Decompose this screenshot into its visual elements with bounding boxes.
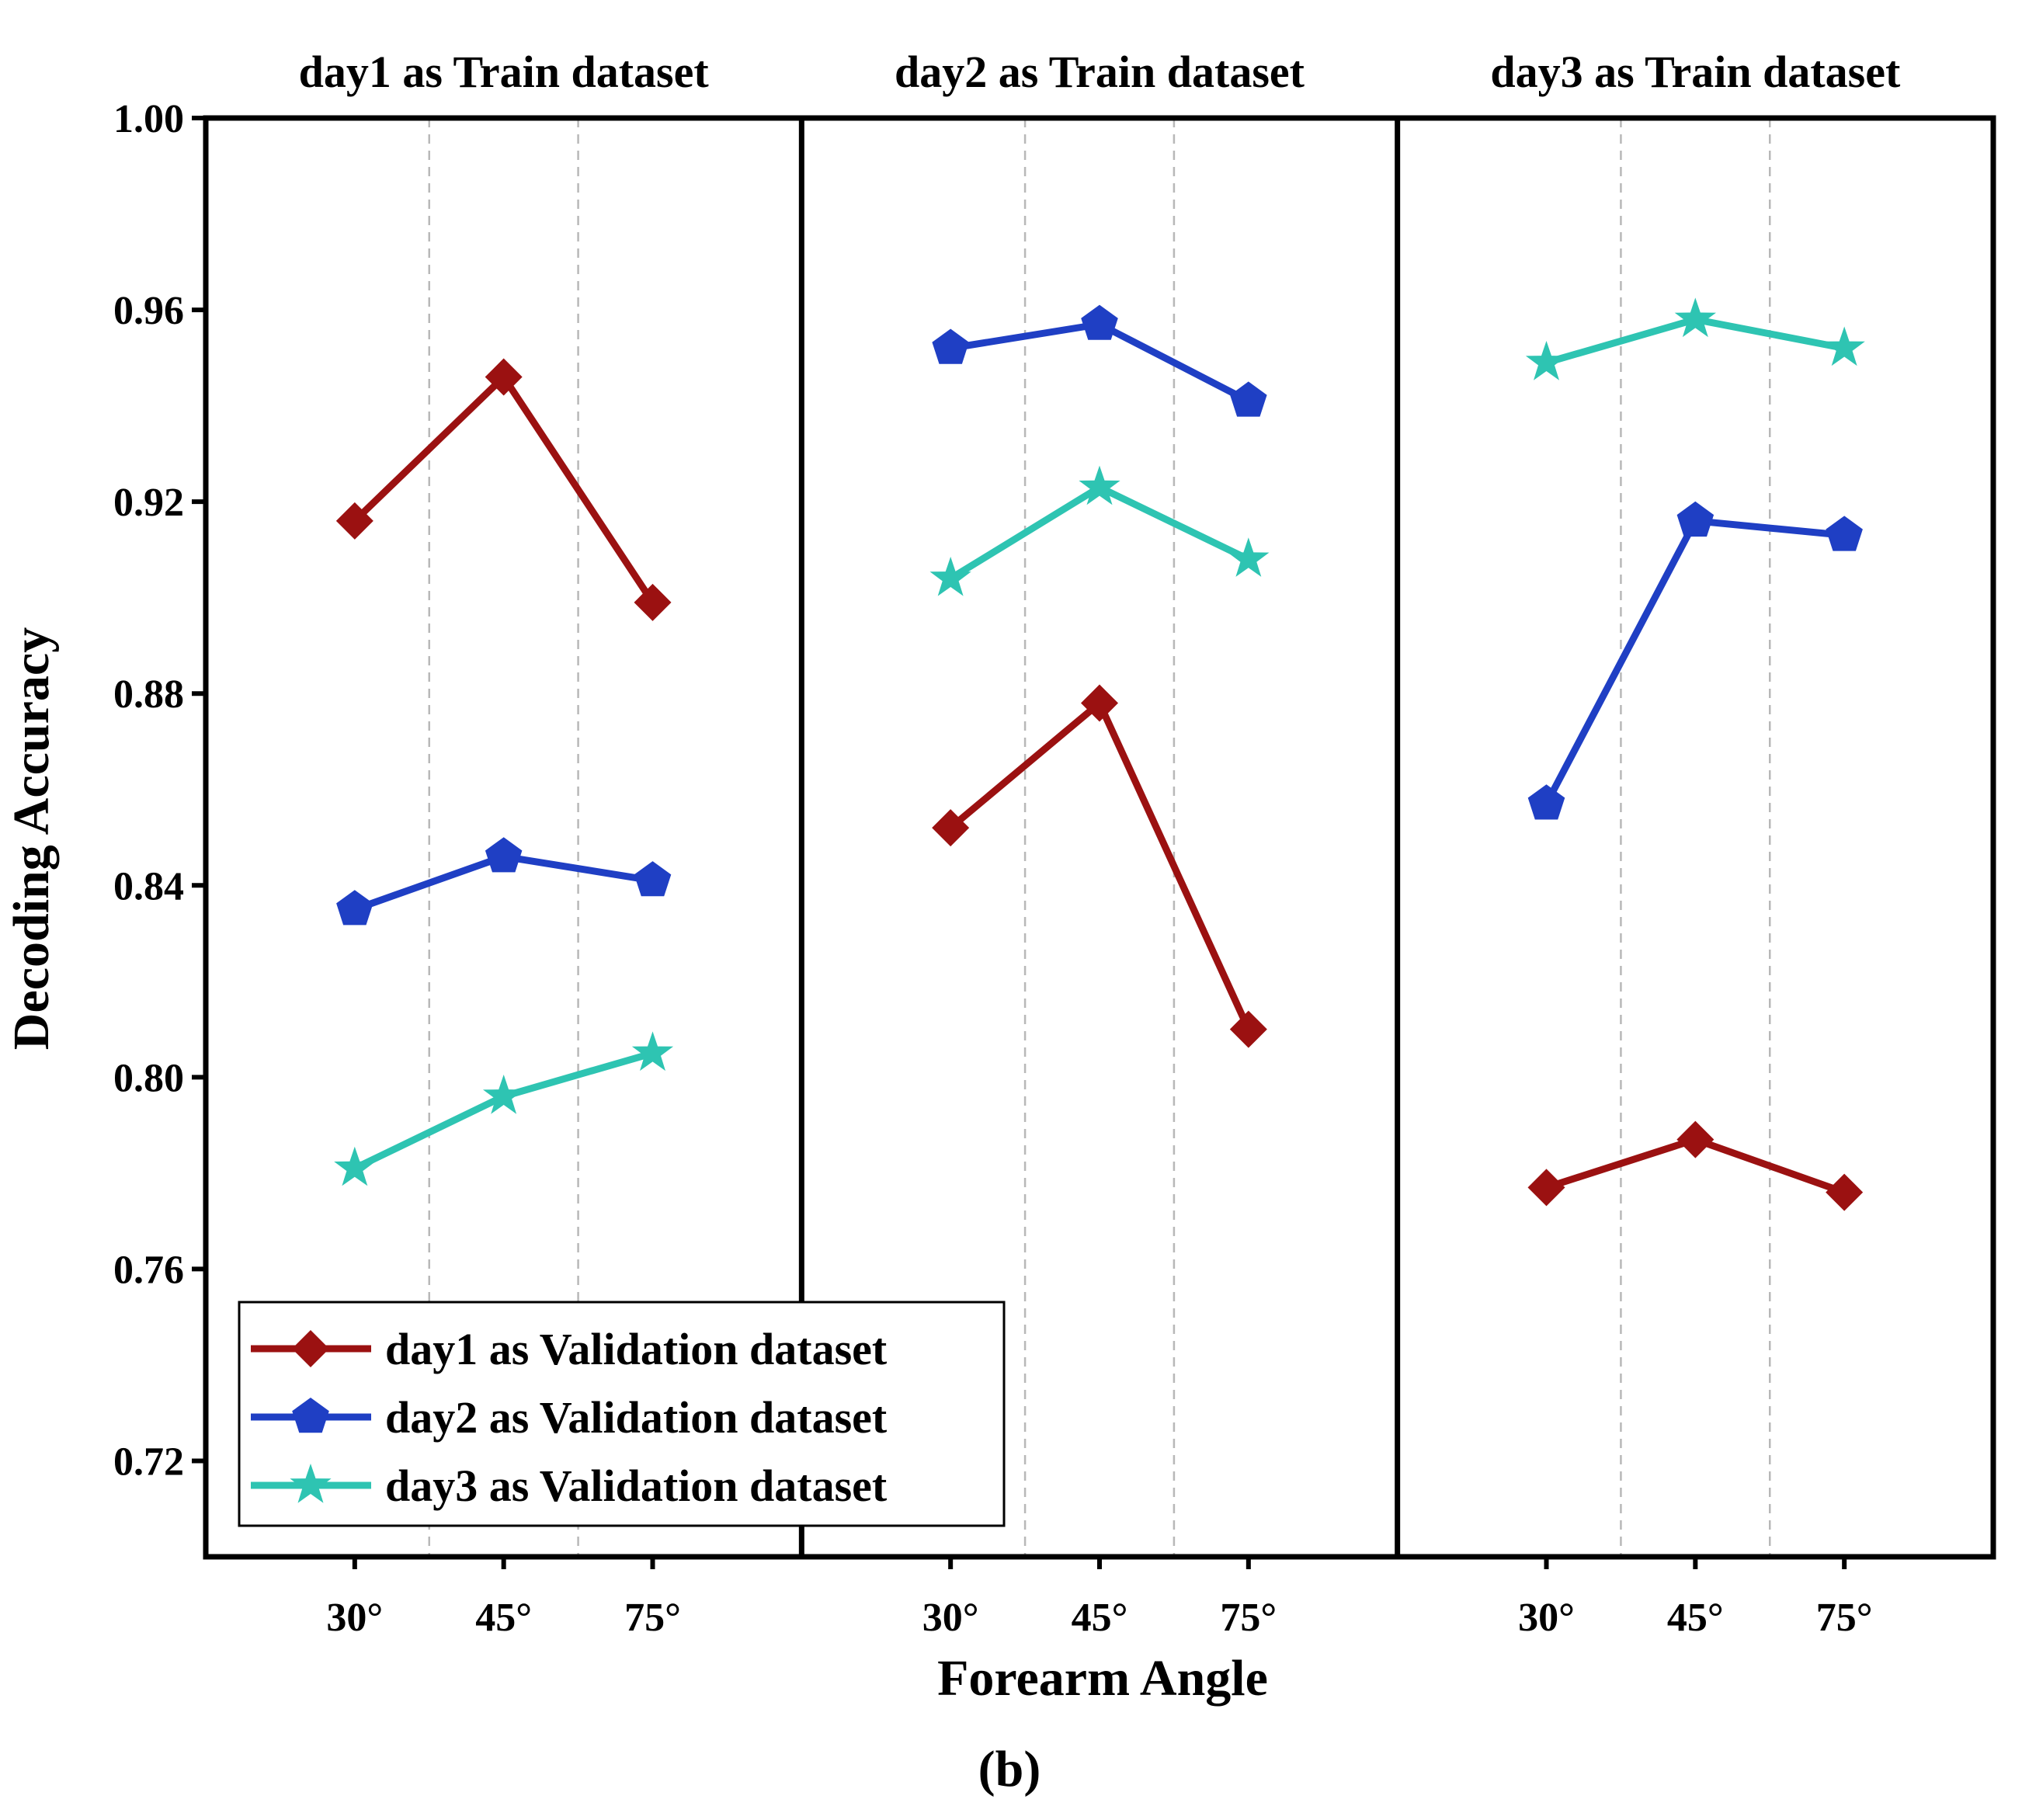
x-tick-label: 30° [1518,1596,1575,1640]
data-point [932,328,969,364]
legend: day1 as Validation dataset day2 as Valida… [238,1301,1006,1527]
panel-title: day1 as Train dataset [299,47,710,97]
series-line [1543,517,1845,806]
x-tick-label: 45° [475,1596,532,1640]
data-point [483,1075,525,1114]
series-line [948,700,1252,1031]
data-point [485,837,523,873]
data-point [932,809,970,847]
x-tick-label: 45° [1667,1596,1724,1640]
legend-label: day3 as Validation dataset [385,1461,888,1511]
y-tick-label: 0.84 [113,864,184,908]
panel-title: day3 as Train dataset [1490,47,1901,97]
data-point [1230,381,1267,417]
series-line [352,373,656,605]
data-point [1081,684,1118,722]
y-tick-label: 0.92 [113,481,184,525]
data-point [929,557,971,596]
x-tick-label: 30° [326,1596,383,1640]
data-point [1081,304,1118,340]
data-point [1826,516,1863,551]
y-tick-label: 0.76 [113,1248,184,1292]
panel-title: day2 as Train dataset [895,47,1305,97]
legend-label: day1 as Validation dataset [385,1324,888,1374]
series-line [948,484,1250,582]
data-point [1823,326,1865,366]
x-tick-label: 30° [922,1596,979,1640]
x-tick-label: 75° [1220,1596,1277,1640]
data-point [485,358,523,396]
data-point [1674,297,1716,338]
data-point [1527,1169,1565,1207]
data-point [336,890,373,926]
series-layer [334,297,1865,1211]
y-tick-label: 0.88 [113,672,184,717]
data-point [1676,501,1715,537]
x-tick-label: 75° [624,1596,681,1640]
y-tick-label: 0.80 [113,1056,184,1100]
data-point [1229,1010,1267,1048]
data-point [1826,1173,1864,1211]
data-point [634,583,672,621]
legend-marker [292,1398,329,1433]
y-tick-label: 0.72 [113,1440,184,1484]
y-tick-label: 0.96 [113,289,184,333]
data-point [335,502,373,540]
x-axis-title: Forearm Angle [937,1650,1268,1707]
axis-ticks: day1 as Train dataset 30° 45° 75° day2 as Tr… [113,47,1901,1640]
data-point [1676,1120,1715,1158]
data-point [1525,341,1568,380]
data-point [334,1146,376,1186]
figure-caption: (b) [978,1741,1041,1797]
data-point [1527,784,1565,820]
x-tick-label: 75° [1816,1596,1873,1640]
legend-marker [292,1330,329,1367]
y-tick-label: 1.00 [113,97,184,141]
legend-label: day2 as Validation dataset [385,1392,888,1443]
data-point [631,1031,674,1072]
legend-marker [290,1464,332,1503]
series-line [353,1050,654,1172]
x-tick-label: 45° [1072,1596,1128,1640]
data-point [634,861,672,897]
y-axis-title: Decoding Accuracy [3,627,60,1050]
data-point [1079,465,1120,505]
data-point [1228,537,1270,577]
